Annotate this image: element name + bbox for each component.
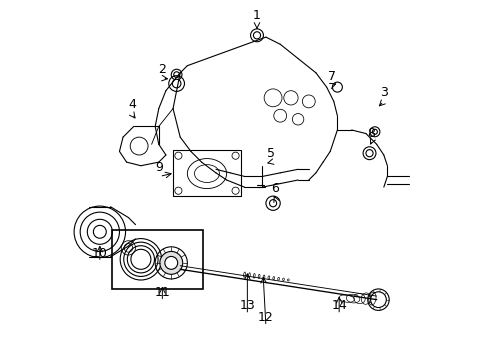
Text: 2: 2 — [158, 63, 166, 76]
Text: 7: 7 — [327, 70, 335, 83]
Text: 8: 8 — [366, 127, 375, 140]
Text: 9: 9 — [155, 161, 163, 174]
Circle shape — [160, 251, 183, 274]
Bar — [112, 230, 203, 289]
Text: 6: 6 — [270, 183, 278, 195]
Circle shape — [164, 256, 177, 269]
Bar — [173, 150, 241, 196]
Text: 4: 4 — [128, 99, 136, 112]
Text: 5: 5 — [267, 147, 275, 160]
Circle shape — [93, 225, 106, 238]
Text: 10: 10 — [92, 247, 107, 260]
Text: 14: 14 — [330, 299, 346, 312]
Text: 3: 3 — [379, 86, 387, 99]
Text: 13: 13 — [239, 299, 255, 312]
Text: 11: 11 — [154, 286, 170, 299]
Text: 12: 12 — [258, 311, 273, 324]
Circle shape — [172, 79, 181, 88]
Text: 1: 1 — [253, 9, 261, 22]
